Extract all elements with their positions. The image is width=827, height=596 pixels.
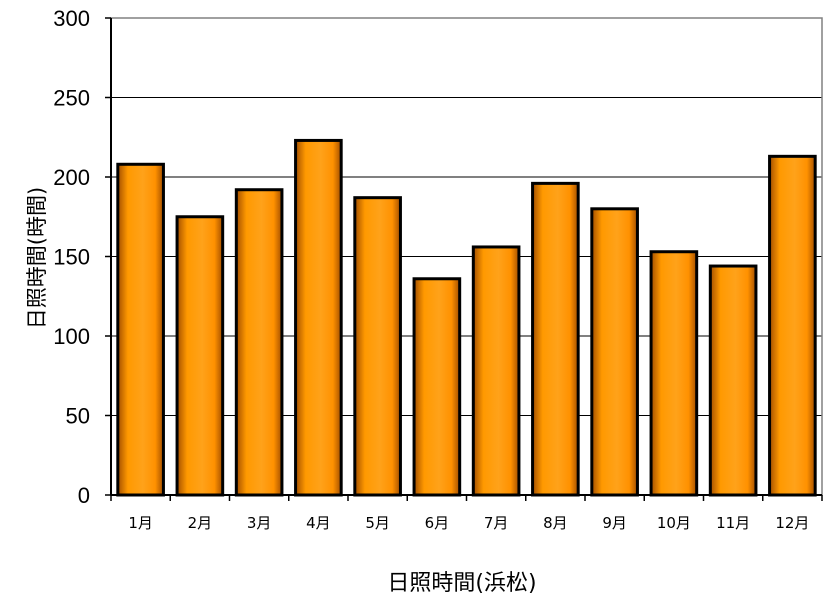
bar <box>116 162 165 497</box>
bar <box>768 154 817 497</box>
x-tick-label: 7月 <box>484 514 509 532</box>
x-tick-label: 2月 <box>188 514 213 532</box>
x-tick-label: 1月 <box>128 514 153 532</box>
y-tick-label: 150 <box>53 245 90 270</box>
x-tick-label: 8月 <box>543 514 568 532</box>
bar <box>649 250 699 497</box>
y-tick-label: 100 <box>53 324 90 349</box>
y-tick-label: 50 <box>66 404 90 429</box>
x-tick-label: 4月 <box>306 514 331 532</box>
y-axis-ticks: 0 50 100 150 200 250 300 <box>53 6 111 508</box>
bar <box>294 138 343 497</box>
bar <box>353 196 402 497</box>
bar <box>531 181 580 497</box>
bar <box>234 188 284 497</box>
x-tick-label: 9月 <box>602 514 627 532</box>
x-axis-ticks: 1月 2月 3月 4月 5月 6月 7月 8月 9月 10月 11月 12月 <box>110 495 823 532</box>
y-tick-label: 200 <box>53 165 90 190</box>
bar <box>412 277 462 497</box>
bar <box>590 207 639 497</box>
x-tick-label: 10月 <box>657 514 691 532</box>
x-tick-label: 11月 <box>716 514 750 532</box>
x-tick-label: 12月 <box>775 514 809 532</box>
bar <box>175 215 225 497</box>
y-axis-label: 日照時間(時間) <box>25 187 49 329</box>
x-axis-label: 日照時間(浜松) <box>387 571 536 596</box>
x-tick-label: 6月 <box>425 514 450 532</box>
bar <box>471 245 521 497</box>
y-tick-label: 300 <box>53 6 90 31</box>
x-tick-label: 5月 <box>365 514 390 532</box>
bar <box>708 264 758 497</box>
x-tick-label: 3月 <box>247 514 272 532</box>
grid-lines <box>111 97 822 416</box>
y-tick-label: 250 <box>53 86 90 111</box>
bars <box>116 138 817 497</box>
y-tick-label: 0 <box>78 483 90 508</box>
